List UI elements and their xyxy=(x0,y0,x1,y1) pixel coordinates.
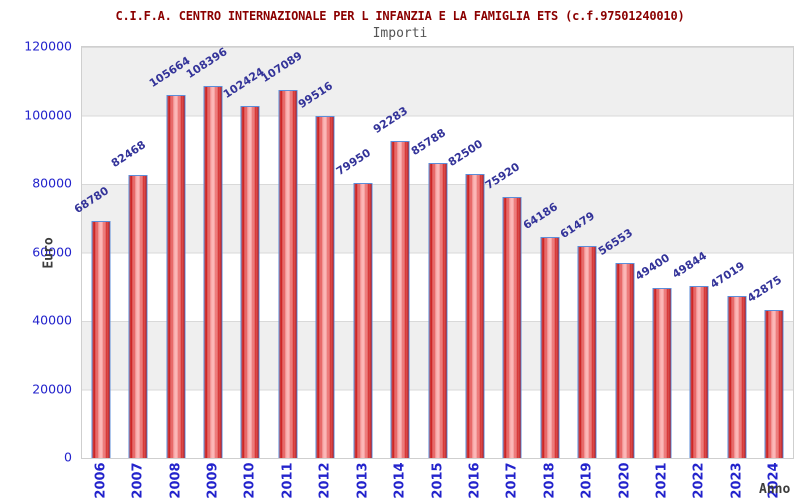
bar-group-2018: 64186 2018 xyxy=(521,47,568,498)
plot-area: 68780 2006 82468 2007 105664 2008 108396 2009 10… xyxy=(72,45,794,499)
y-tick-label: 20000 xyxy=(32,381,72,396)
bar-2021 xyxy=(652,288,672,458)
bar-2008 xyxy=(166,95,186,458)
bar-group-2008: 105664 2008 xyxy=(146,47,194,499)
bar-group-2017: 75920 2017 xyxy=(483,47,531,498)
bar-group-2009: 108396 2009 xyxy=(184,45,231,499)
x-tick-label: 2010 xyxy=(242,462,258,499)
y-tick-label: 60000 xyxy=(32,244,72,259)
x-tick-label: 2017 xyxy=(504,462,520,499)
bars-row: 68780 2006 82468 2007 105664 2008 108396 2009 10… xyxy=(72,45,793,499)
bar-group-2023: 47019 2023 xyxy=(708,47,755,498)
x-tick-label: 2009 xyxy=(205,462,221,499)
x-tick-label: 2014 xyxy=(392,462,408,499)
x-axis-title: Anno xyxy=(759,482,791,497)
y-tick-label: 120000 xyxy=(24,38,72,54)
bar-value-label: 68780 xyxy=(71,184,111,216)
bar-2013 xyxy=(353,183,373,458)
x-tick-label: 2011 xyxy=(280,462,296,499)
bar-2006 xyxy=(91,221,111,458)
bar-group-2007: 82468 2007 xyxy=(109,47,156,498)
bar-2012 xyxy=(315,116,335,458)
bar-group-2022: 49844 2022 xyxy=(670,47,718,498)
y-tick-label: 0 xyxy=(64,449,72,465)
x-tick-label: 2022 xyxy=(691,462,707,499)
bar-2017 xyxy=(502,197,522,458)
bar-2024 xyxy=(764,310,784,458)
bar-group-2021: 49400 2021 xyxy=(633,47,680,498)
y-tick-label: 100000 xyxy=(24,107,72,122)
x-tick-label: 2015 xyxy=(430,462,445,499)
bar-2022 xyxy=(689,286,709,458)
x-tick-label: 2021 xyxy=(654,462,670,499)
chart-title: C.I.F.A. CENTRO INTERNAZIONALE PER L INF… xyxy=(115,9,685,23)
bar-group-2014: 92283 2014 xyxy=(371,47,418,498)
bar-group-2019: 61479 2019 xyxy=(558,47,605,498)
bar-2019 xyxy=(577,246,597,458)
x-tick-label: 2013 xyxy=(355,462,371,499)
bar-2007 xyxy=(128,175,148,458)
bar-2018 xyxy=(540,237,560,458)
bar-group-2013: 79950 2013 xyxy=(334,47,381,498)
x-tick-label: 2012 xyxy=(317,462,333,499)
x-tick-label: 2007 xyxy=(130,462,146,499)
bar-group-2006: 68780 2006 xyxy=(72,47,119,498)
bar-2010 xyxy=(240,106,260,458)
x-tick-label: 2006 xyxy=(93,462,109,499)
bar-group-2024: 42875 2024 xyxy=(745,47,793,498)
chart-subtitle: Importi xyxy=(372,26,428,41)
bar-2023 xyxy=(727,296,747,458)
x-tick-label: 2008 xyxy=(168,462,184,499)
bar-group-2012: 99516 2012 xyxy=(296,47,344,498)
x-tick-label: 2019 xyxy=(579,462,595,499)
bar-2016 xyxy=(465,174,485,458)
bar-group-2011: 107089 2011 xyxy=(259,47,306,499)
x-tick-label: 2023 xyxy=(729,462,745,499)
bar-2014 xyxy=(390,141,410,458)
y-tick-label: 40000 xyxy=(32,312,72,328)
bar-group-2016: 82500 2016 xyxy=(446,47,493,498)
bar-2009 xyxy=(203,86,223,458)
bar-group-2010: 102424 2010 xyxy=(221,47,269,499)
bar-2015 xyxy=(428,163,447,458)
x-tick-label: 2016 xyxy=(467,462,483,499)
x-tick-label: 2018 xyxy=(542,462,558,499)
x-tick-label: 2020 xyxy=(617,462,633,499)
y-axis: 0 20000 40000 60000 80000 100000 120000 xyxy=(0,39,76,465)
y-tick-label: 80000 xyxy=(32,175,72,191)
y-axis-title: Euro xyxy=(41,237,57,269)
bar-group-2020: 56553 2020 xyxy=(596,47,643,498)
bar-2020 xyxy=(615,263,635,458)
bar-group-2015: 85788 2015 xyxy=(408,47,456,498)
bar-2011 xyxy=(278,90,298,458)
